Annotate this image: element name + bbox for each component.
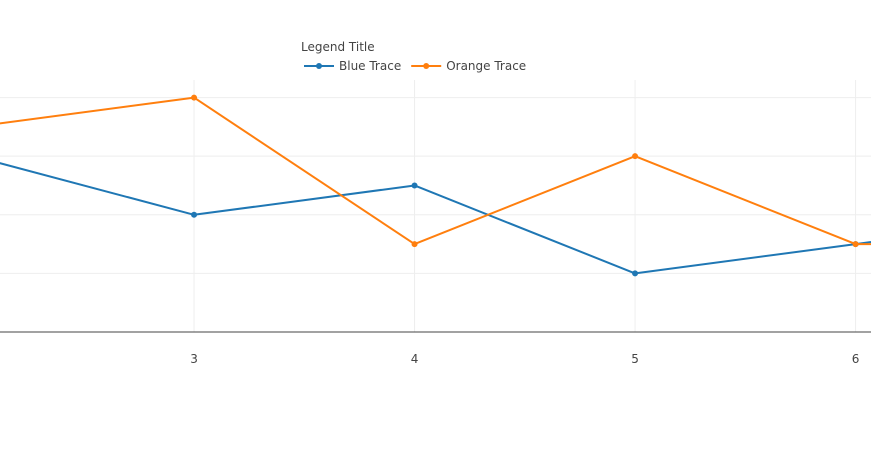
legend-item-blue[interactable]: Blue Trace — [304, 59, 401, 73]
data-point[interactable] — [411, 241, 418, 248]
x-tick-label: 3 — [190, 352, 198, 366]
legend-title: Legend Title — [301, 40, 375, 54]
series-line[interactable] — [0, 98, 871, 275]
legend-swatch-marker — [423, 63, 430, 69]
legend-swatch-marker — [316, 63, 322, 69]
series-line[interactable] — [0, 39, 871, 246]
data-point[interactable] — [852, 241, 859, 248]
data-point[interactable] — [191, 211, 198, 218]
x-axis: 3 4 5 6 — [0, 331, 871, 366]
data-point[interactable] — [632, 153, 639, 160]
legend-item-orange[interactable]: Orange Trace — [411, 59, 526, 73]
data-point[interactable] — [632, 270, 639, 277]
series-orange[interactable] — [0, 36, 871, 248]
plot-area — [0, 36, 871, 277]
legend-label: Blue Trace — [339, 59, 401, 73]
x-tick-label: 6 — [852, 352, 860, 366]
x-tick-label: 4 — [411, 352, 419, 366]
grid — [0, 80, 871, 332]
x-tick-label: 5 — [631, 352, 639, 366]
series-blue[interactable] — [0, 95, 871, 277]
data-point[interactable] — [191, 94, 198, 101]
legend-label: Orange Trace — [446, 59, 526, 73]
data-point[interactable] — [411, 182, 418, 189]
legend[interactable]: Legend Title Blue Trace Orange Trace — [301, 40, 526, 73]
